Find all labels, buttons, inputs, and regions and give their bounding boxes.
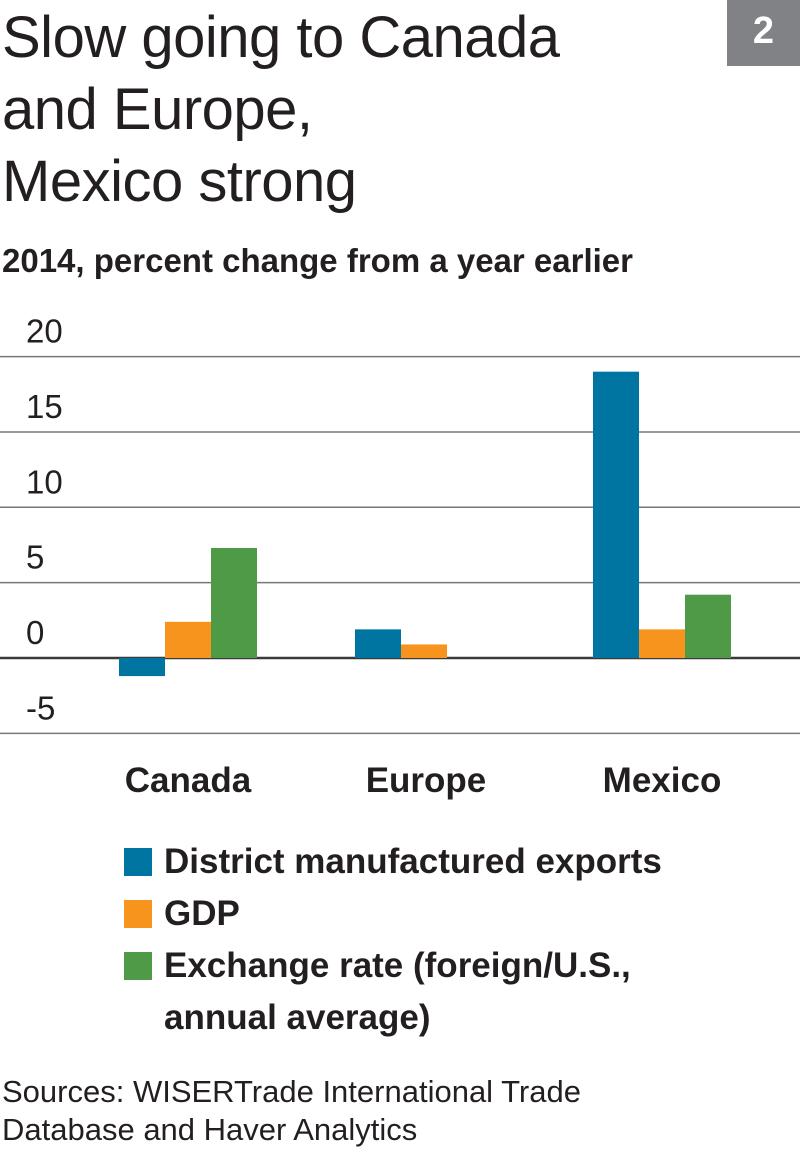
- title-line: and Europe,: [2, 77, 313, 142]
- chart-title: Slow going to Canada and Europe, Mexico …: [2, 2, 560, 218]
- x-tick-label: Europe: [366, 761, 487, 800]
- legend-label: Exchange rate (foreign/U.S., annual avera…: [164, 940, 631, 1044]
- x-tick-label: Mexico: [603, 761, 722, 800]
- source-note: Sources: WISERTrade International Trade …: [2, 1073, 581, 1149]
- legend-item-exports: District manufactured exports: [124, 836, 662, 888]
- legend-label-line: Exchange rate (foreign/U.S.,: [164, 946, 631, 985]
- y-tick-label: 5: [26, 539, 44, 576]
- y-tick-label: 20: [26, 313, 63, 350]
- legend-item-exchange-rate: Exchange rate (foreign/U.S., annual avera…: [124, 940, 662, 1044]
- legend-swatch: [124, 900, 152, 928]
- bar-canada-0: [119, 658, 165, 677]
- legend-label-line: annual average): [164, 998, 431, 1037]
- y-tick-label: 0: [26, 614, 44, 651]
- legend-swatch: [124, 952, 152, 980]
- x-tick-label: Canada: [125, 761, 252, 800]
- bar-canada-2: [211, 547, 257, 658]
- chart-subtitle: 2014, percent change from a year earlier: [2, 242, 633, 279]
- source-line: Database and Haver Analytics: [2, 1112, 418, 1147]
- title-line: Mexico strong: [2, 149, 357, 214]
- bar-mexico-1: [639, 629, 685, 658]
- source-line: Sources: WISERTrade International Trade: [2, 1074, 581, 1109]
- y-tick-label: 15: [26, 388, 63, 425]
- legend-label: District manufactured exports: [164, 842, 662, 881]
- bar-canada-1: [165, 621, 211, 658]
- y-tick-label: 10: [26, 463, 63, 500]
- bar-chart: 20 15 10 5 0 -5 Canada Europe Mexico: [0, 313, 800, 800]
- bar-mexico-0: [593, 371, 639, 658]
- title-line: Slow going to Canada: [2, 5, 560, 70]
- legend-item-gdp: GDP: [124, 888, 662, 940]
- legend-swatch: [124, 848, 152, 876]
- legend-label: GDP: [164, 894, 240, 933]
- bar-europe-0: [355, 629, 401, 658]
- y-tick-label: -5: [26, 689, 55, 726]
- figure-number-badge: 2: [727, 0, 800, 66]
- bar-europe-1: [401, 644, 447, 658]
- bar-mexico-2: [685, 594, 731, 658]
- legend: District manufactured exports GDP Exchan…: [124, 836, 662, 1044]
